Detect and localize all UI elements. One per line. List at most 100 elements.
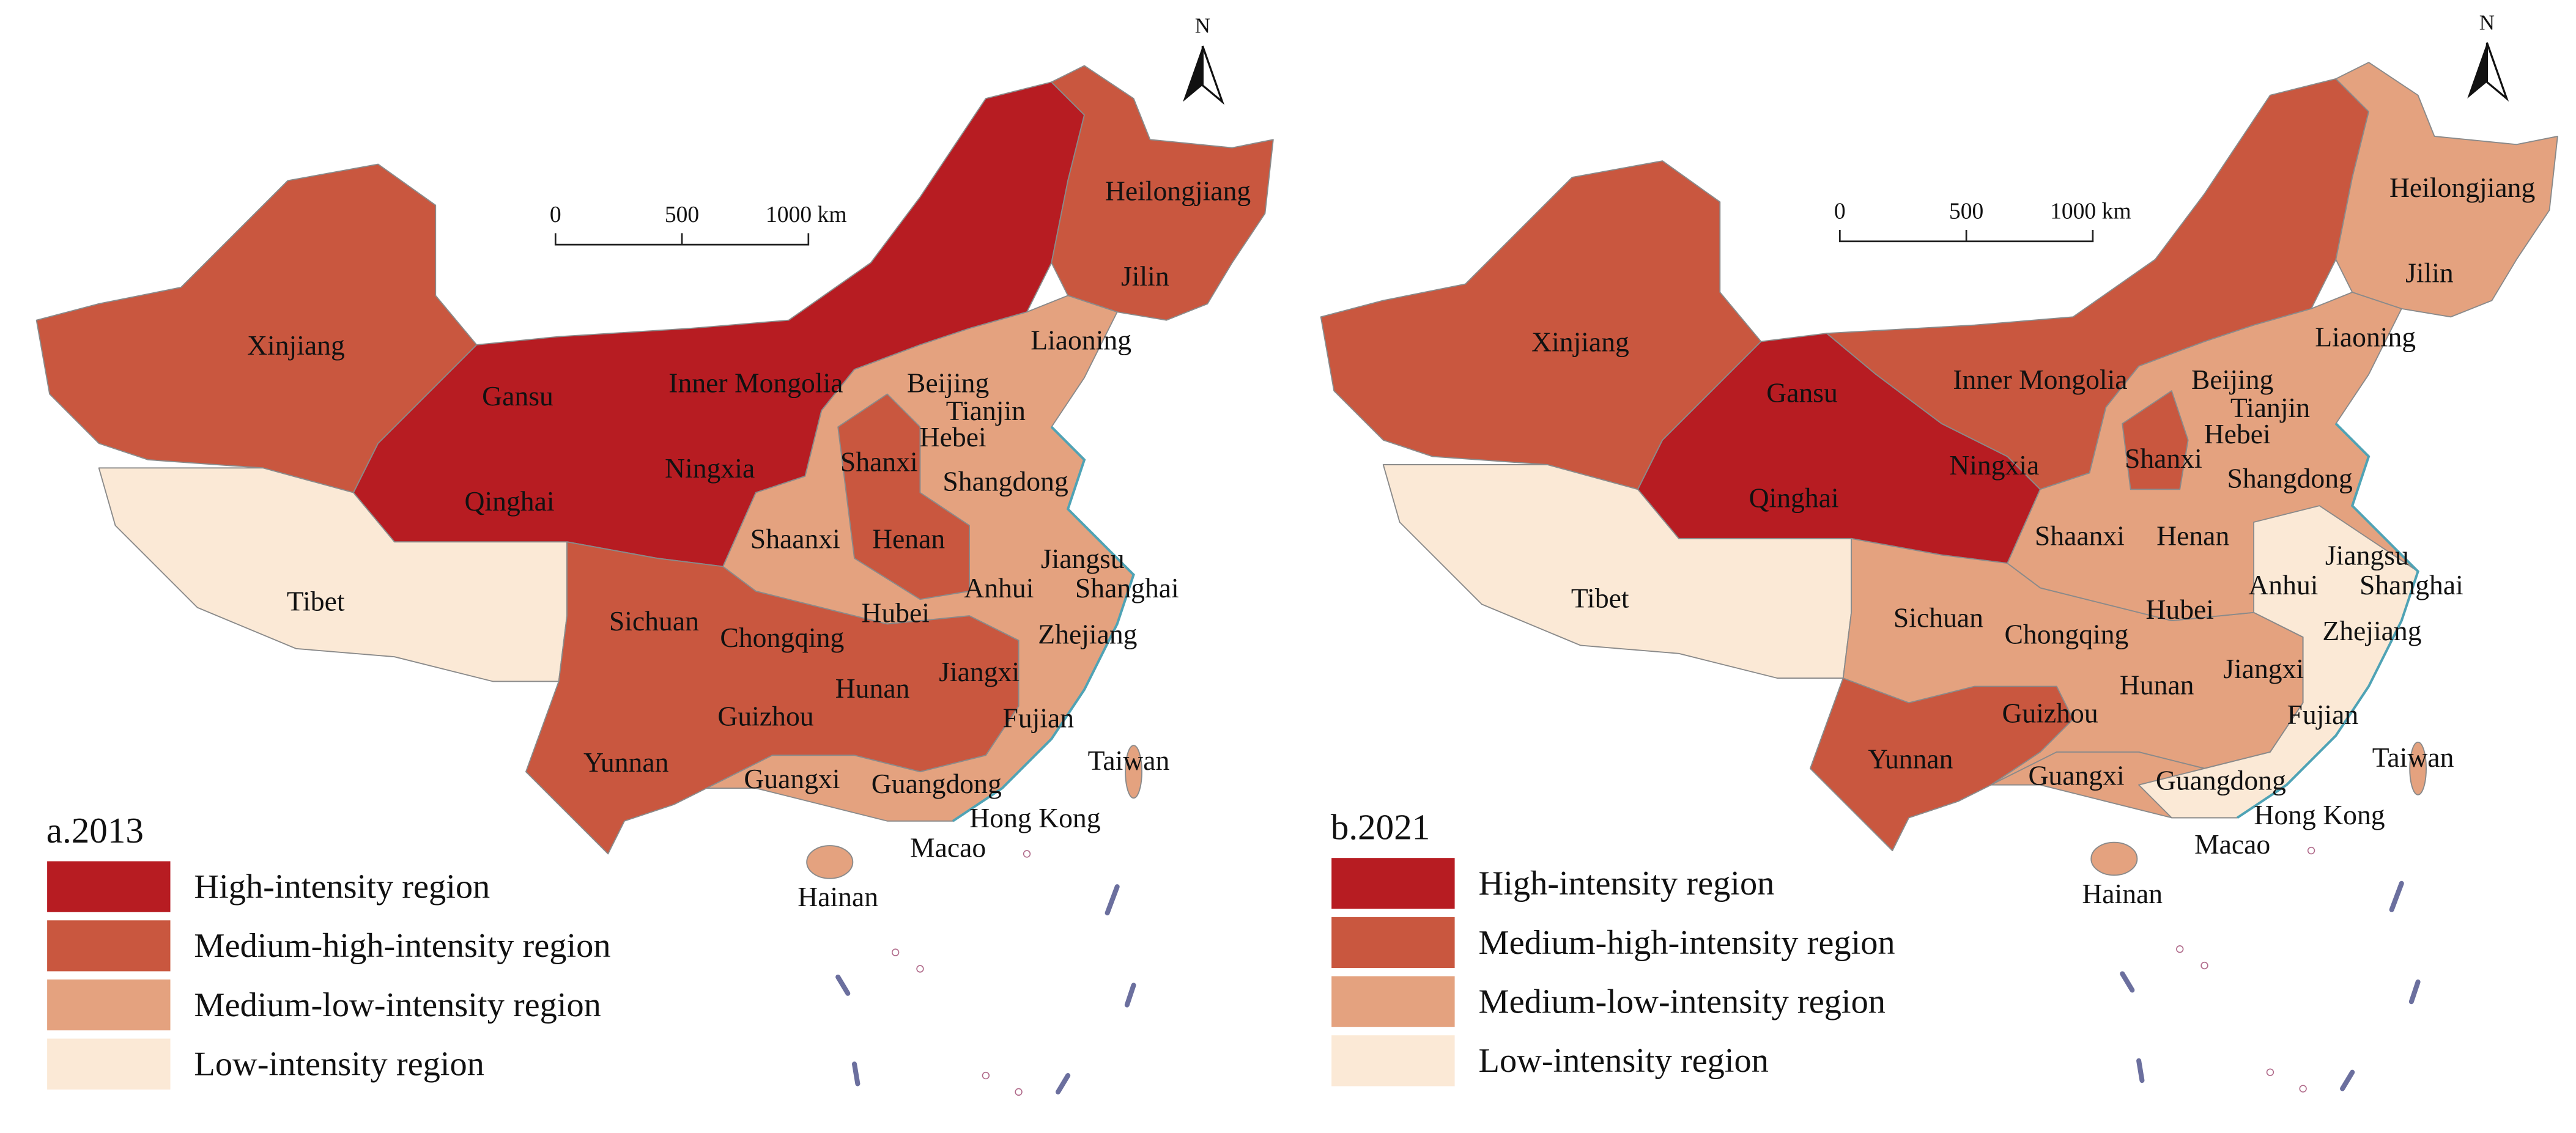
province-label: Anhui xyxy=(964,572,1034,603)
province-label: Beijing xyxy=(907,367,989,399)
north-arrow xyxy=(2467,42,2487,99)
scale-label: 1000 km xyxy=(2050,199,2131,224)
scale-label: 500 xyxy=(1949,199,1983,224)
province-label: Shangdong xyxy=(942,466,1068,497)
legend-label: Medium-low-intensity region xyxy=(194,986,601,1024)
province-label: Ningxia xyxy=(665,452,755,484)
region xyxy=(2090,841,2138,876)
region xyxy=(2122,390,2189,490)
province-label: Taiwan xyxy=(2372,742,2454,773)
province-label: Jiangxi xyxy=(2223,653,2304,684)
coastline xyxy=(2237,423,2419,819)
province-label: Tianjin xyxy=(946,395,1026,426)
islands xyxy=(891,850,1031,1096)
north-arrow xyxy=(2485,42,2509,102)
province-label: Taiwan xyxy=(1088,745,1170,776)
legend-label: Low-intensity region xyxy=(1479,1042,1769,1080)
region xyxy=(1051,65,1274,321)
province-label: Guizhou xyxy=(2002,697,2098,728)
region xyxy=(2335,62,2558,318)
province-label: Liaoning xyxy=(2315,321,2416,352)
province-label: Guangdong xyxy=(872,768,1002,799)
province-label: Inner Mongolia xyxy=(668,367,843,399)
province-label: Macao xyxy=(2194,829,2270,860)
legend-label: Medium-low-intensity region xyxy=(1479,983,1886,1020)
province-label: Tibet xyxy=(287,586,345,617)
province-label: Jilin xyxy=(2405,257,2454,289)
province-label: Yunnan xyxy=(583,747,669,778)
province-label: Jiangxi xyxy=(939,656,1020,687)
province-label: Shanxi xyxy=(840,446,918,477)
province-label: Hubei xyxy=(2145,594,2214,625)
province-label: Heilongjiang xyxy=(1105,175,1251,206)
province-label: Heilongjiang xyxy=(2389,172,2535,203)
legend-label: Low-intensity region xyxy=(194,1046,484,1083)
north-label: N xyxy=(2479,10,2495,34)
nine-dash-line xyxy=(835,884,1136,1094)
map-2021: Xinjiang Gansu Inner Mongolia Qinghai Ningxi… xyxy=(1320,10,2558,1093)
province-label: Shaanxi xyxy=(2035,520,2125,551)
province-label: Sichuan xyxy=(609,605,699,637)
province-label: Qinghai xyxy=(1749,482,1839,514)
map-2013: Xinjiang Gansu Inner Mongolia Qinghai Ningxi… xyxy=(35,14,1274,1096)
province-label: Liaoning xyxy=(1031,325,1131,356)
province-label: Hebei xyxy=(920,421,986,452)
legend-swatch xyxy=(45,978,172,1032)
north-arrow xyxy=(1183,46,1203,102)
province-label: Shangdong xyxy=(2227,462,2352,493)
province-label: Gansu xyxy=(482,380,553,411)
province-label: Chongqing xyxy=(720,622,844,653)
province-label: Shanxi xyxy=(2125,443,2202,474)
province-label: Chongqing xyxy=(2004,618,2128,649)
north-arrow xyxy=(1201,45,1225,105)
legend-swatch xyxy=(45,859,172,914)
scale-label: 0 xyxy=(550,202,561,227)
province-label: Guangxi xyxy=(2028,759,2124,791)
province-label: Henan xyxy=(872,523,945,555)
legend-label: High-intensity region xyxy=(1479,865,1775,902)
province-label: Fujian xyxy=(2287,699,2359,730)
province-label: Guizhou xyxy=(717,701,813,732)
legend-swatch xyxy=(45,918,172,973)
province-label: Shanghai xyxy=(1075,572,1179,603)
legend-swatch xyxy=(1330,856,1457,911)
province-label: Shanghai xyxy=(2359,569,2463,600)
province-label: Anhui xyxy=(2248,569,2318,600)
coastline xyxy=(952,426,1135,822)
legend-label: High-intensity region xyxy=(194,868,490,906)
province-label: Hong Kong xyxy=(2254,799,2385,830)
province-label: Inner Mongolia xyxy=(1953,364,2127,395)
province-label: Tibet xyxy=(1571,582,1629,613)
province-label: Jiangsu xyxy=(2325,540,2409,571)
province-label: Hebei xyxy=(2204,418,2271,449)
north-label: N xyxy=(1195,14,1210,38)
legend-label: Medium-high-intensity region xyxy=(194,927,610,965)
province-label: Guangdong xyxy=(2156,764,2286,795)
province-label: Fujian xyxy=(1002,702,1074,733)
province-label: Beijing xyxy=(2191,364,2273,395)
legend-swatch xyxy=(45,1036,172,1091)
province-label: Zhejiang xyxy=(1038,618,1137,649)
province-label: Jiangsu xyxy=(1041,543,1125,574)
region xyxy=(837,393,970,600)
region xyxy=(1810,677,2074,852)
legend-swatch xyxy=(1330,915,1457,970)
scale-label: 0 xyxy=(1834,199,1846,224)
province-label: Jilin xyxy=(1121,260,1169,292)
region xyxy=(2409,741,2427,795)
province-label: Yunnan xyxy=(1868,744,1953,775)
province-label: Qinghai xyxy=(465,485,555,517)
province-label: Hubei xyxy=(861,597,930,629)
province-label: Henan xyxy=(2156,520,2229,551)
province-label: Xinjiang xyxy=(1531,326,1629,357)
province-label: Hainan xyxy=(798,881,878,912)
province-label: Xinjiang xyxy=(247,330,345,361)
legend-swatch xyxy=(1330,974,1457,1029)
islands xyxy=(2176,846,2315,1093)
province-label: Gansu xyxy=(1766,377,1838,408)
map-title: b.2021 xyxy=(1331,806,1430,847)
province-label: Macao xyxy=(910,832,986,863)
province-label: Hainan xyxy=(2082,878,2163,909)
province-label: Shaanxi xyxy=(750,523,840,555)
province-label: Sichuan xyxy=(1893,602,1983,633)
